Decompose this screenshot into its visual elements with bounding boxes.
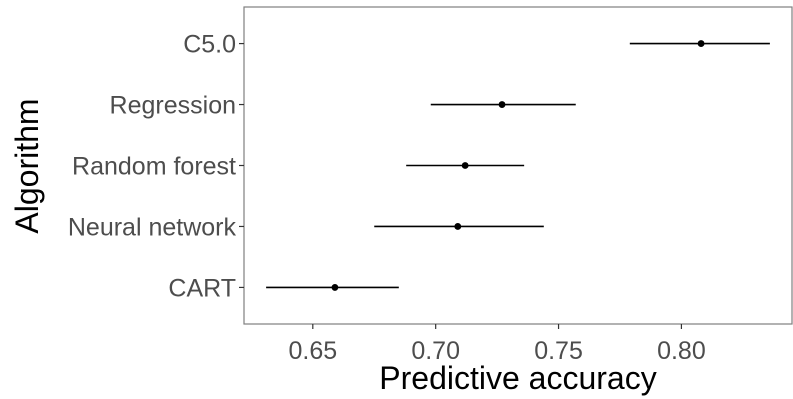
x-axis-title: Predictive accuracy (379, 360, 656, 396)
y-axis-title: Algorithm (9, 98, 45, 233)
estimate-point (461, 162, 469, 169)
y-tick-label: Random forest (72, 153, 236, 181)
y-tick-label: CART (168, 274, 236, 302)
estimate-point (498, 101, 506, 108)
y-tick-label: Neural network (68, 213, 237, 241)
estimate-point (697, 40, 705, 47)
x-tick-label: 0.70 (411, 337, 460, 365)
y-axis: C5.0 Regression Random forest Neural networ… (68, 31, 244, 302)
x-tick-label: 0.80 (657, 337, 706, 365)
estimate-point (331, 284, 339, 291)
data-marks (266, 40, 770, 291)
estimate-point (454, 223, 462, 230)
x-tick-label: 0.65 (288, 337, 337, 365)
x-axis: 0.65 0.70 0.75 0.80 (288, 324, 706, 365)
x-tick-label: 0.75 (534, 337, 583, 365)
y-tick-label: Regression (110, 92, 236, 120)
y-tick-label: C5.0 (183, 31, 236, 59)
